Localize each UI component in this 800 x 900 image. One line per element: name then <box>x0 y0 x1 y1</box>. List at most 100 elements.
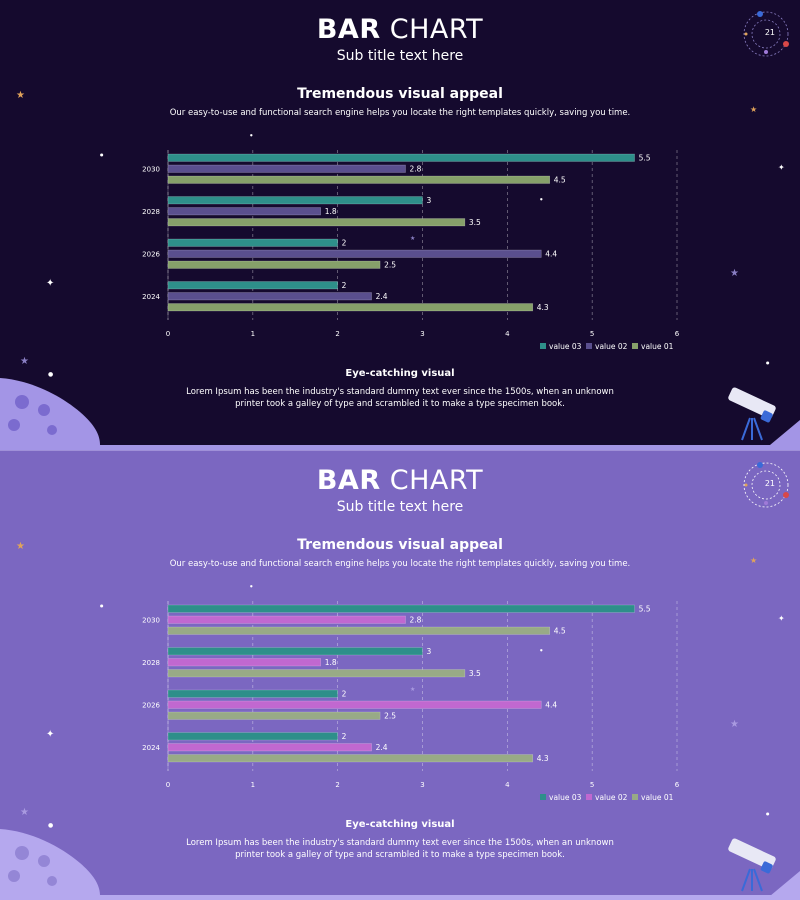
data-label: 3 <box>427 196 432 205</box>
svg-text:★: ★ <box>730 719 739 730</box>
title-bold: BAR <box>316 14 381 45</box>
data-label: 1.8 <box>325 658 337 667</box>
svg-text:●: ● <box>250 133 253 137</box>
bar <box>167 743 372 752</box>
y-tick-label: 2028 <box>142 208 160 216</box>
svg-text:★: ★ <box>750 556 757 565</box>
data-label: 2.5 <box>384 712 396 721</box>
legend-swatch <box>632 794 638 800</box>
svg-text:●: ● <box>540 197 543 201</box>
data-label: 4.3 <box>537 303 549 312</box>
bar <box>167 303 534 312</box>
bar <box>167 658 321 667</box>
svg-text:●: ● <box>766 360 770 365</box>
data-label: 3.5 <box>469 218 481 227</box>
x-tick-label: 3 <box>420 330 424 338</box>
footer-text: Lorem Ipsum has been the industry's stan… <box>186 387 614 409</box>
slide-dark: ★★ ★★★ ✦✦●●●●●● 21 BAR CHART Sub title t… <box>0 0 800 450</box>
bar <box>167 196 423 205</box>
planet-badge-icon <box>743 462 789 508</box>
bar <box>167 669 466 678</box>
bar-chart: 0 1 2 3 4 5 6 2030 5.5 2.8 4.5 2028 3 1.8 3.5 2026 2 4.4 2… <box>142 150 680 351</box>
bar <box>167 164 406 173</box>
x-tick-label: 6 <box>675 330 680 338</box>
bar <box>167 647 423 656</box>
svg-text:★: ★ <box>410 235 415 242</box>
svg-text:●: ● <box>100 603 104 608</box>
bar <box>167 260 381 269</box>
legend-label: value 01 <box>641 793 674 802</box>
star-decoration: ★★ ★★★ ✦✦●●●●●● <box>0 541 800 896</box>
svg-text:★: ★ <box>16 541 25 552</box>
x-tick-label: 4 <box>505 781 510 789</box>
section-heading: Tremendous visual appeal <box>297 86 503 102</box>
data-label: 4.5 <box>554 627 566 636</box>
svg-text:●: ● <box>48 822 53 829</box>
data-label: 2 <box>342 732 347 741</box>
svg-text:●: ● <box>100 152 104 157</box>
svg-text:★: ★ <box>16 90 25 101</box>
data-label: 2.4 <box>376 743 388 752</box>
bar <box>167 218 466 227</box>
data-label: 2 <box>342 690 347 699</box>
legend-label: value 03 <box>549 342 582 351</box>
y-tick-label: 2024 <box>142 744 160 752</box>
footer-heading: Eye-catching visual <box>345 368 455 379</box>
data-label: 3 <box>427 647 432 656</box>
page-title: BAR CHART <box>0 14 800 45</box>
y-tick-label: 2026 <box>142 250 160 258</box>
legend-label: value 02 <box>595 793 628 802</box>
svg-text:✦: ✦ <box>778 614 785 623</box>
bar <box>167 689 338 698</box>
x-tick-label: 2 <box>335 781 339 789</box>
data-label: 5.5 <box>639 605 651 614</box>
data-label: 2 <box>342 281 347 290</box>
data-label: 1.8 <box>325 207 337 216</box>
bar <box>167 732 338 741</box>
section-description: Our easy-to-use and functional search en… <box>169 559 631 569</box>
footer-text: Lorem Ipsum has been the industry's stan… <box>186 838 614 860</box>
data-label: 2.8 <box>410 616 422 625</box>
x-tick-label: 4 <box>505 330 510 338</box>
data-label: 3.5 <box>469 669 481 678</box>
x-tick-label: 3 <box>420 781 424 789</box>
svg-text:●: ● <box>766 811 770 816</box>
title-rest: CHART <box>389 14 484 45</box>
data-label: 4.5 <box>554 176 566 185</box>
data-label: 2.8 <box>410 165 422 174</box>
subtitle: Sub title text here <box>336 48 464 64</box>
x-tick-label: 1 <box>251 330 255 338</box>
legend-label: value 02 <box>595 342 628 351</box>
x-tick-label: 5 <box>590 330 594 338</box>
x-tick-label: 1 <box>251 781 255 789</box>
svg-text:●: ● <box>250 584 253 588</box>
bar <box>167 281 338 290</box>
data-label: 2.5 <box>384 261 396 270</box>
svg-text:✦: ✦ <box>46 729 54 740</box>
bar <box>167 153 635 162</box>
bar <box>167 175 550 184</box>
y-tick-label: 2026 <box>142 701 160 709</box>
bar <box>167 238 338 247</box>
svg-text:●: ● <box>48 371 53 378</box>
legend-swatch <box>540 794 546 800</box>
x-tick-label: 0 <box>166 781 170 789</box>
data-label: 2 <box>342 239 347 248</box>
legend-swatch <box>540 343 546 349</box>
data-label: 4.4 <box>545 701 557 710</box>
footer-heading: Eye-catching visual <box>345 819 455 830</box>
subtitle: Sub title text here <box>336 499 464 515</box>
bar <box>167 711 381 720</box>
svg-text:★: ★ <box>20 356 29 367</box>
bar <box>167 754 534 763</box>
section-description: Our easy-to-use and functional search en… <box>169 108 631 118</box>
data-label: 2.4 <box>376 292 388 301</box>
svg-text:✦: ✦ <box>46 278 54 289</box>
badge-number: 21 <box>764 479 775 488</box>
svg-text:★: ★ <box>20 807 29 818</box>
bar <box>167 249 542 258</box>
bar <box>167 700 542 709</box>
legend-swatch <box>586 343 592 349</box>
badge-number: 21 <box>764 28 775 37</box>
x-tick-label: 5 <box>590 781 594 789</box>
